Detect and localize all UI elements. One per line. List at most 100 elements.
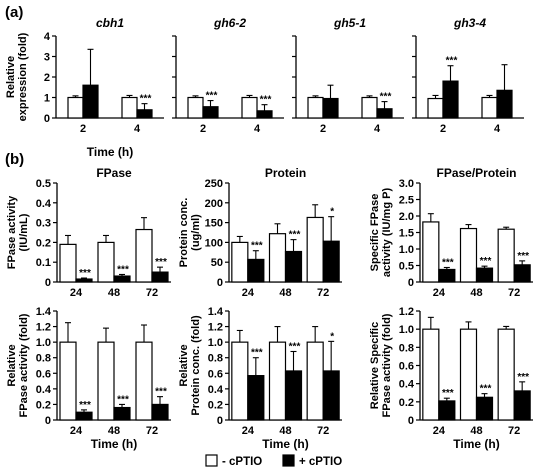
treated-bar: [442, 80, 459, 119]
chart-title: gh5-1: [333, 16, 366, 30]
x-tick-label: 24: [70, 425, 83, 437]
x-axis-label: Time (h): [91, 437, 137, 451]
y-axis-label-line: Specific FPase: [369, 194, 381, 272]
control-bar: [231, 341, 249, 421]
y-tick-label: 0.2: [208, 399, 223, 411]
chart-title: gh6-2: [213, 16, 246, 30]
y-tick-label: 1.2: [36, 322, 51, 334]
y-axis-label: RelativeProtein conc. (fold): [178, 315, 202, 416]
y-tick-label: 1.4: [36, 306, 52, 318]
x-tick-label: 48: [470, 425, 482, 437]
significance-label: *: [330, 331, 334, 342]
chart-1: 0 1 2 3 4 2 *** 4 cbh1 Time (h) Relativeexpression…: [5, 16, 164, 159]
legend-treated-label: + cPTIO: [299, 456, 342, 468]
x-tick-label: 72: [146, 425, 158, 437]
control-bar: [306, 216, 324, 283]
treated-bar: [284, 370, 303, 421]
y-axis-label: RelativeFPase activity (fold): [6, 313, 30, 417]
y-tick-label: 0.4: [399, 379, 415, 391]
significance-label: ***: [117, 264, 129, 275]
chart-9: 0 0.2 0.4 0.6 0.8 1.0 1.2 1.4 *** 24 *** 48 * 72 Time …: [178, 306, 342, 451]
treated-bar: [151, 403, 169, 421]
control-bar: [497, 228, 515, 283]
control-bar: [481, 96, 498, 119]
treated-bar: [202, 106, 219, 119]
significance-label: ***: [206, 91, 218, 102]
x-tick-label: 72: [317, 287, 329, 299]
y-axis-label-line: Protein conc.: [178, 198, 190, 268]
x-axis-label: Time (h): [453, 437, 499, 451]
x-tick-label: 48: [470, 287, 482, 299]
y-tick-label: 0.8: [208, 353, 223, 365]
x-tick-label: 4: [254, 123, 261, 135]
significance-label: ***: [480, 384, 492, 395]
x-tick-label: 48: [108, 287, 120, 299]
control-bar: [307, 96, 324, 119]
y-axis-label: Relativeexpression (fold): [5, 32, 29, 121]
y-tick-label: 250: [205, 178, 223, 190]
chart-2: *** 2 *** 4 gh6-2: [172, 16, 284, 135]
x-tick-label: 48: [279, 287, 291, 299]
y-tick-label: 1.2: [208, 322, 223, 334]
treated-bar: [247, 258, 265, 283]
significance-label: ***: [380, 92, 392, 103]
treated-bar: [113, 406, 131, 421]
y-tick-label: 0.3: [36, 218, 51, 230]
y-tick-label: 0.1: [36, 257, 51, 269]
significance-label: ***: [251, 241, 263, 252]
control-bar: [135, 228, 153, 283]
significance-label: *: [330, 207, 334, 218]
chart-title: Protein: [265, 166, 306, 180]
legend-treated-swatch: [282, 454, 295, 467]
significance-label: ***: [517, 372, 529, 383]
y-axis-label-line: activity (IU/mg P): [381, 188, 393, 278]
x-tick-label: 24: [70, 287, 83, 299]
y-tick-label: 4: [44, 31, 51, 43]
treated-bar: [247, 375, 265, 421]
control-bar: [121, 96, 138, 119]
y-tick-label: 1: [44, 93, 50, 105]
treated-bar: [256, 110, 273, 119]
y-axis-label-line: Relative: [6, 344, 18, 386]
y-tick-label: 1.0: [36, 337, 51, 349]
y-tick-label: 0.8: [36, 353, 51, 365]
chart-title: cbh1: [96, 16, 124, 30]
y-tick-label: 1.0: [399, 324, 414, 336]
y-tick-label: 1.0: [208, 337, 223, 349]
y-tick-label: 0: [217, 277, 223, 289]
y-tick-label: 0.2: [36, 237, 51, 249]
y-tick-label: 0.6: [36, 368, 51, 380]
x-tick-label: 4: [374, 123, 381, 135]
panel-a-label: (a): [5, 4, 23, 21]
significance-label: ***: [289, 230, 301, 241]
y-tick-label: 0: [217, 415, 223, 427]
significance-label: ***: [251, 348, 263, 359]
chart-8: 0 0.2 0.4 0.6 0.8 1.0 1.2 1.4 *** 24 *** 48 *** 72 Tim…: [6, 306, 171, 451]
significance-label: ***: [442, 257, 454, 268]
control-bar: [459, 227, 478, 283]
x-tick-label: 2: [320, 123, 326, 135]
y-axis-label: Protein conc.(ug/ml): [178, 198, 202, 268]
x-tick-label: 2: [80, 123, 86, 135]
chart-7: 0 0.5 1.0 1.5 2.0 2.5 3.0 *** 24 *** 48 *** 72 FPase/…: [369, 166, 533, 299]
chart-title: gh3-4: [453, 16, 486, 30]
treated-bar: [113, 275, 131, 283]
treated-bar: [75, 278, 93, 283]
y-axis-label-line: Protein conc. (fold): [190, 315, 202, 416]
treated-bar: [82, 84, 99, 119]
control-bar: [59, 243, 77, 283]
y-tick-label: 2.5: [399, 195, 414, 207]
y-tick-label: 1.2: [399, 306, 414, 318]
control-bar: [268, 341, 287, 421]
y-axis-label-line: (ug/ml): [190, 214, 202, 251]
chart-3: 2 *** 4 gh5-1: [292, 16, 404, 135]
treated-bar: [284, 250, 303, 283]
y-axis-label-line: Relative: [5, 56, 17, 98]
control-bar: [497, 328, 515, 421]
x-tick-label: 24: [242, 425, 255, 437]
significance-label: ***: [140, 94, 152, 105]
significance-label: ***: [517, 251, 529, 262]
x-axis-label: Time (h): [262, 437, 308, 451]
control-bar: [361, 96, 378, 119]
control-bar: [241, 96, 258, 119]
